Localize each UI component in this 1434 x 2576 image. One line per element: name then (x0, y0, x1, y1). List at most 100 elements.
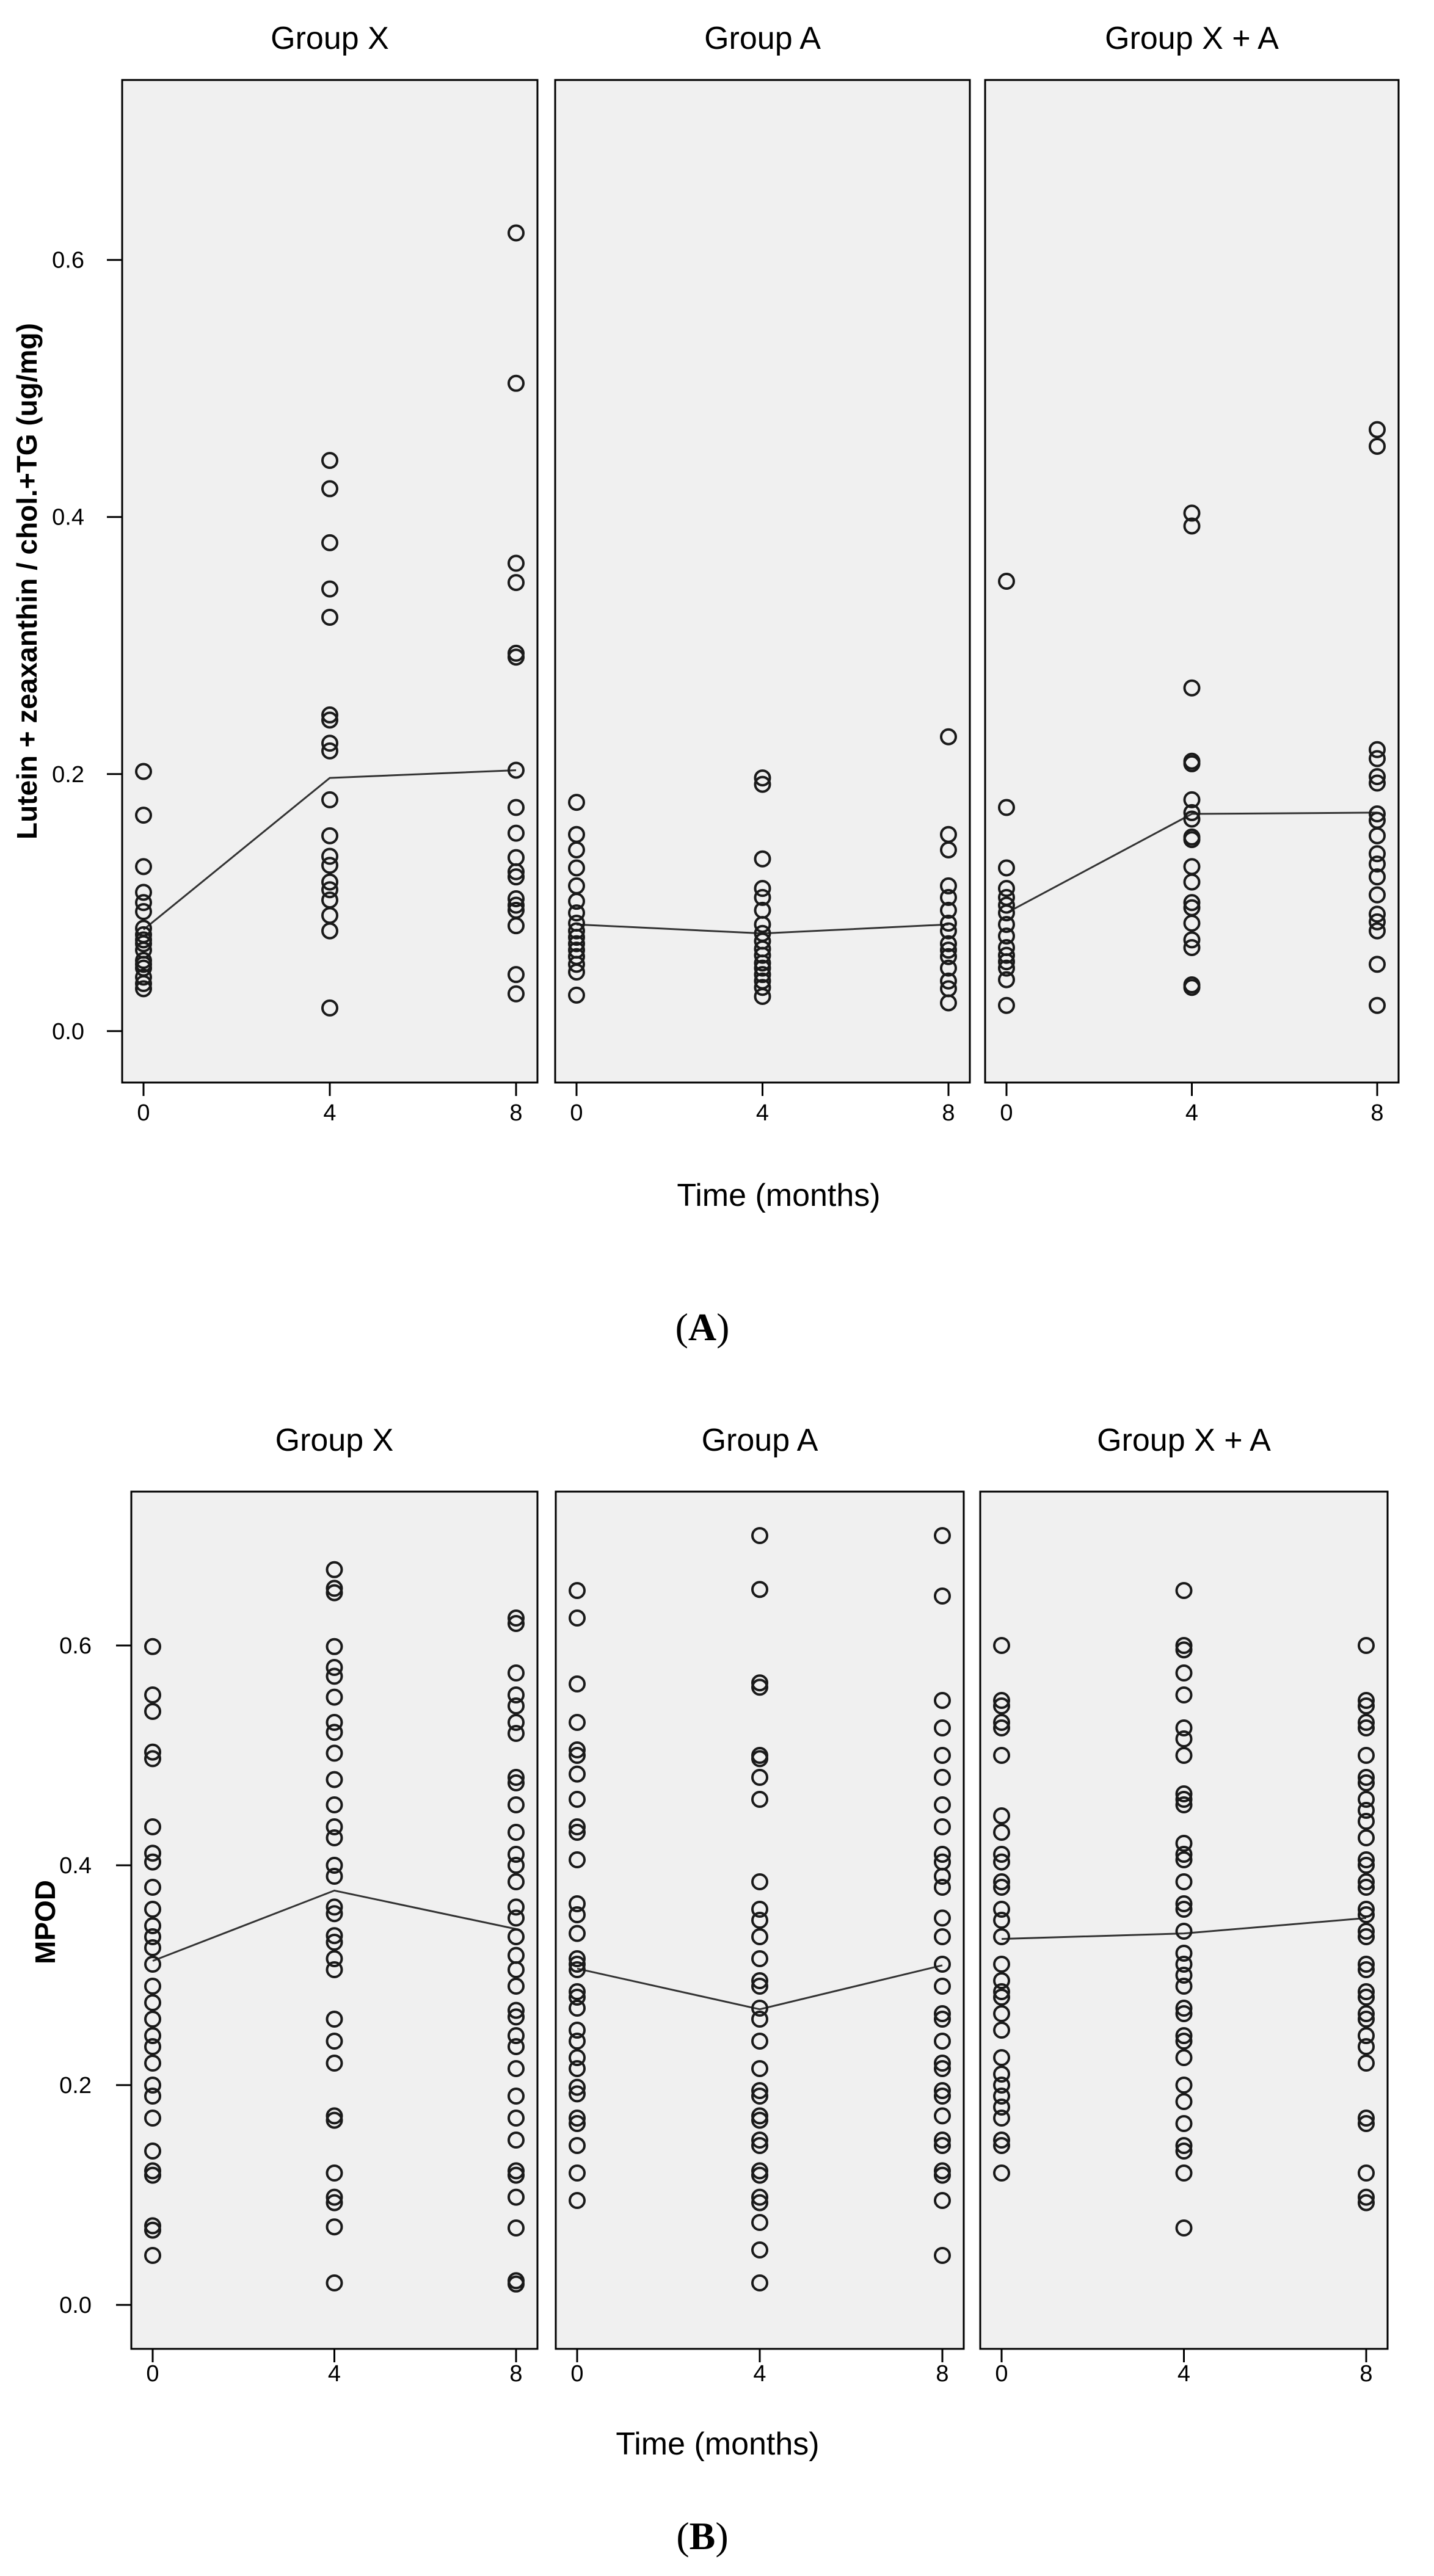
data-point (934, 2107, 951, 2125)
data-point (144, 2077, 161, 2094)
data-point (321, 735, 338, 752)
data-point (508, 2038, 525, 2055)
mean-line (143, 769, 517, 931)
data-point (326, 2218, 343, 2236)
data-point (326, 1659, 343, 1676)
data-point (1175, 2115, 1193, 2132)
data-point (1358, 1879, 1375, 1896)
data-point (934, 2005, 951, 2022)
data-point (993, 1983, 1010, 2000)
mean-line (1006, 811, 1378, 914)
data-point (321, 452, 338, 470)
data-point (326, 1796, 343, 1813)
data-point (1183, 517, 1201, 535)
figure-label-close: ) (715, 2514, 728, 2558)
data-point (1358, 2027, 1375, 2044)
facet-group-a: Group A 0 4 8 (554, 21, 971, 1126)
data-point (508, 1978, 525, 1995)
data-point (998, 896, 1015, 914)
data-point (321, 881, 338, 899)
data-point (751, 1928, 768, 1945)
data-point (1358, 1989, 1375, 2006)
data-point (751, 1873, 768, 1890)
data-point (1183, 894, 1201, 912)
data-point (1183, 979, 1201, 996)
data-point (934, 1868, 951, 1885)
data-point (751, 2166, 768, 2184)
x-tick-label: 8 (942, 1100, 955, 1126)
data-point (993, 2132, 1010, 2149)
facet-plot-area (555, 1490, 965, 2350)
data-point (751, 1678, 768, 1696)
data-point (326, 1927, 343, 1945)
data-point (144, 1743, 161, 1761)
y-axis-label: MPOD (29, 1880, 61, 1964)
data-point (568, 935, 585, 952)
data-point (508, 890, 525, 907)
data-point (508, 799, 525, 816)
data-point (1358, 1802, 1375, 1819)
data-point (751, 1791, 768, 1808)
data-point (934, 1587, 951, 1605)
data-point (326, 1934, 343, 1951)
data-point (326, 1898, 343, 1916)
data-point (508, 863, 525, 880)
data-point (326, 1744, 343, 1762)
data-point (321, 706, 338, 724)
x-tick-label: 8 (1359, 2361, 1372, 2387)
data-point (1358, 1906, 1375, 1923)
data-point (940, 972, 957, 990)
data-point (1358, 1769, 1375, 1786)
data-point (998, 904, 1015, 922)
data-point (568, 929, 585, 946)
facet-title: Group A (704, 21, 821, 56)
data-point (568, 922, 585, 940)
data-point (993, 1846, 1010, 1863)
data-point (508, 1769, 525, 1786)
data-point (1175, 1901, 1193, 1918)
data-point (751, 2060, 768, 2077)
data-point (508, 1898, 525, 1916)
data-point (569, 1824, 586, 1841)
y-axis-label: Lutein + zeaxanthin / chol.+TG (ug/mg) (11, 323, 43, 840)
data-point (569, 1950, 586, 1967)
data-point (135, 883, 152, 901)
figure-label-letter: B (690, 2514, 716, 2558)
data-point (569, 1895, 586, 1912)
data-point (321, 873, 338, 891)
data-point (1369, 774, 1386, 792)
data-point (568, 963, 585, 981)
data-point (569, 1989, 586, 2006)
data-point (993, 2110, 1010, 2127)
data-point (993, 2066, 1010, 2083)
data-point (508, 374, 525, 392)
data-point (1175, 1956, 1193, 1973)
mean-line (1001, 1917, 1367, 1940)
data-point (144, 2221, 161, 2239)
data-point (993, 1807, 1010, 1824)
data-point (569, 2192, 586, 2209)
data-point (569, 1925, 586, 1942)
data-point (1175, 1730, 1193, 1747)
data-point (934, 1928, 951, 1945)
data-point (1369, 905, 1386, 923)
data-point (508, 574, 525, 592)
data-point (326, 2055, 343, 2072)
data-point (1358, 2005, 1375, 2022)
data-point (1358, 2194, 1375, 2211)
data-point (940, 877, 957, 894)
data-point (934, 1846, 951, 1863)
data-point (569, 1675, 586, 1693)
data-point (144, 1901, 161, 1918)
data-point (1183, 810, 1201, 828)
data-point (940, 959, 957, 977)
data-point (508, 1824, 525, 1841)
facet-group-a: Group A 0 4 8 (555, 1423, 965, 2387)
data-point (754, 987, 771, 1005)
data-point (508, 1697, 525, 1714)
data-point (1175, 2000, 1193, 2017)
x-tick-label: 0 (995, 2361, 1008, 2387)
data-point (135, 903, 152, 921)
